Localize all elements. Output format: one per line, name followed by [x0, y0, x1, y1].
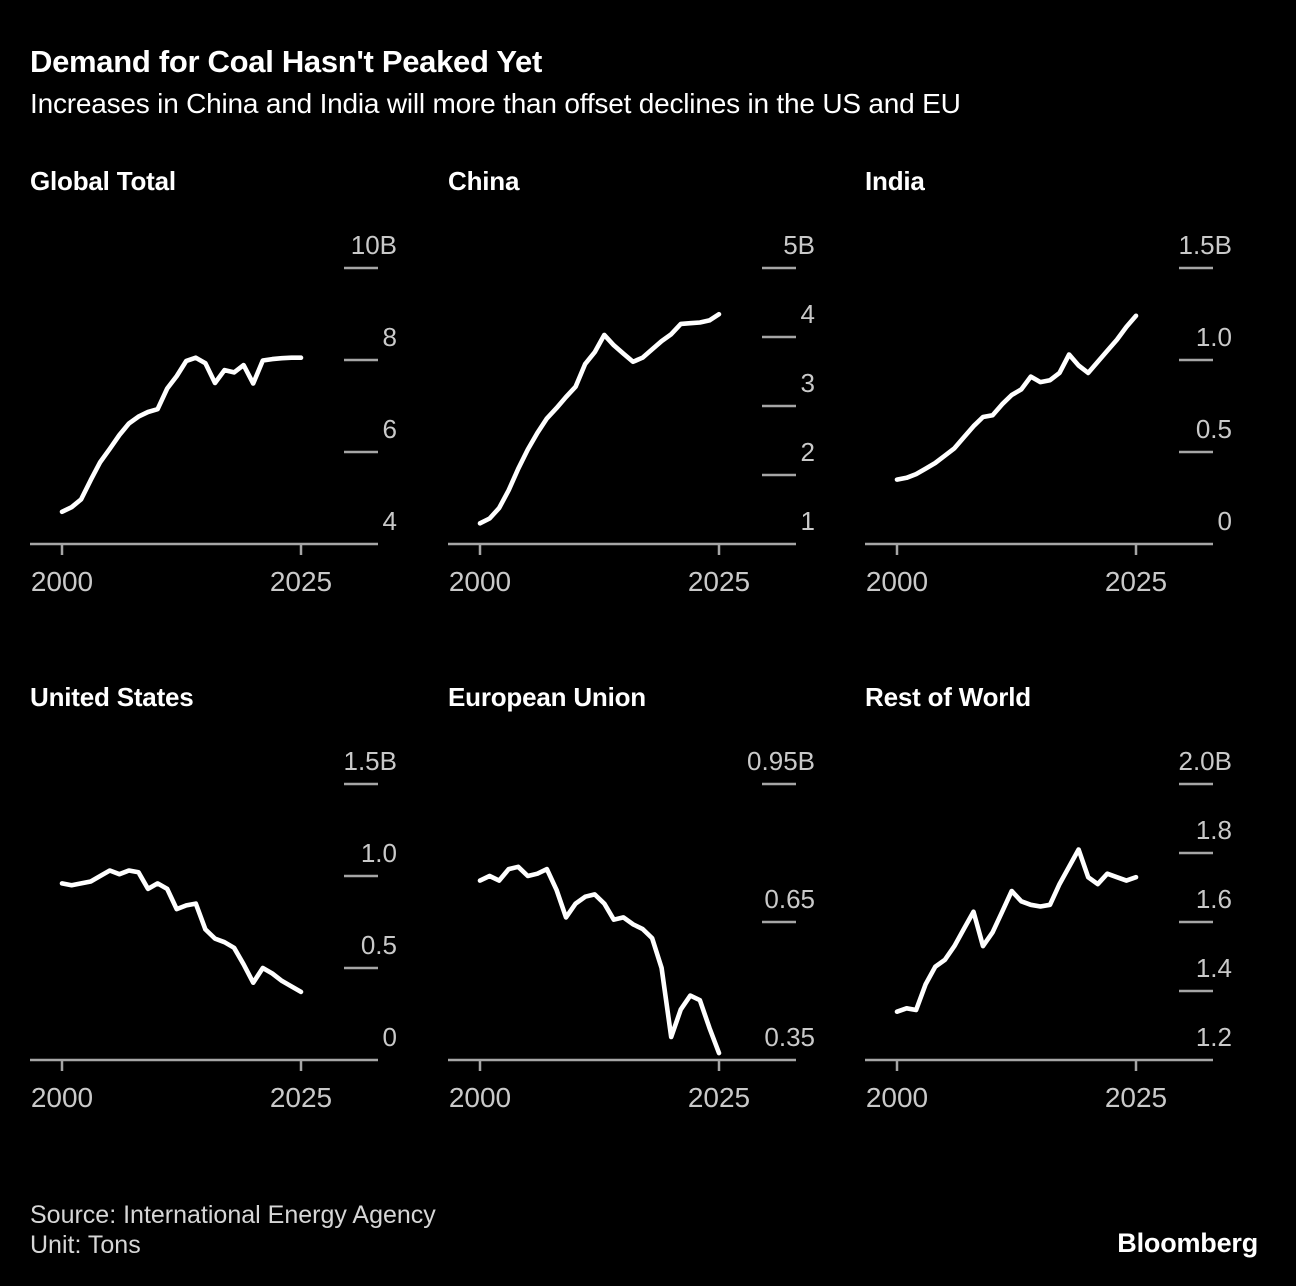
y-tick-label: 1.5B [344, 746, 398, 776]
y-tick-label: 1.0 [361, 838, 397, 868]
y-tick-label: 0.5 [1196, 414, 1232, 444]
x-tick-label: 2025 [688, 1082, 750, 1113]
data-line [894, 847, 1139, 1015]
y-tick-label: 10B [351, 230, 397, 260]
y-tick-label: 0 [383, 1022, 397, 1052]
panel-rest-of-world: Rest of World 2000 2025 2.0B 1.8 1.6 1.4 1.2 [865, 682, 1235, 1132]
panel-title: China [448, 166, 520, 196]
line-chart-rest-of-world: 2000 2025 2.0B 1.8 1.6 1.4 1.2 [865, 746, 1233, 1113]
panel-title: Global Total [30, 166, 176, 196]
line-chart-european-union: 2000 2025 0.95B 0.65 0.35 [448, 746, 815, 1113]
panel-title: Rest of World [865, 682, 1031, 712]
y-tick-label: 4 [383, 506, 397, 536]
data-line [477, 864, 722, 1056]
y-tick-label: 1.5B [1179, 230, 1233, 260]
line-chart-global-total: 2000 2025 10B 8 6 4 [30, 230, 397, 597]
data-line [477, 311, 722, 526]
y-tick-label: 1 [801, 506, 815, 536]
y-tick-label: 1.0 [1196, 322, 1232, 352]
y-tick-label: 1.2 [1196, 1022, 1232, 1052]
x-tick-label: 2025 [688, 566, 750, 597]
line-chart-united-states: 2000 2025 1.5B 1.0 0.5 0 [30, 746, 398, 1113]
x-tick-label: 2025 [270, 566, 332, 597]
panel-global-total: Global Total 2000 2025 10B 8 6 4 [30, 166, 400, 616]
page-subtitle: Increases in China and India will more t… [30, 88, 961, 119]
data-line [894, 313, 1139, 482]
x-tick-label: 2000 [449, 566, 511, 597]
y-tick-label: 4 [801, 299, 815, 329]
bloomberg-logo: Bloomberg [1117, 1228, 1258, 1258]
y-tick-label: 0 [1218, 506, 1232, 536]
footer: Source: International Energy Agency Unit… [30, 1200, 436, 1260]
x-tick-label: 2025 [270, 1082, 332, 1113]
data-line [59, 355, 304, 515]
y-tick-label: 3 [801, 368, 815, 398]
x-tick-label: 2000 [31, 566, 93, 597]
y-tick-label: 6 [383, 414, 397, 444]
y-tick-label: 1.6 [1196, 884, 1232, 914]
panel-india: India 2000 2025 1.5B 1.0 0.5 0 [865, 166, 1235, 616]
y-tick-label: 0.95B [747, 746, 815, 776]
y-tick-label: 0.5 [361, 930, 397, 960]
x-tick-label: 2025 [1105, 1082, 1167, 1113]
panel-title: European Union [448, 682, 646, 712]
line-chart-india: 2000 2025 1.5B 1.0 0.5 0 [865, 230, 1233, 597]
page-title: Demand for Coal Hasn't Peaked Yet [30, 44, 543, 79]
panel-title: India [865, 166, 925, 196]
panel-china: China 2000 2025 5B 4 3 2 1 [448, 166, 818, 616]
x-tick-label: 2000 [31, 1082, 93, 1113]
y-tick-label: 0.65 [764, 884, 815, 914]
unit-note: Unit: Tons [30, 1231, 141, 1259]
y-tick-label: 8 [383, 322, 397, 352]
x-tick-label: 2025 [1105, 566, 1167, 597]
x-tick-label: 2000 [866, 1082, 928, 1113]
panel-european-union: European Union 2000 2025 0.95B 0.65 0.35 [448, 682, 818, 1132]
y-tick-label: 1.8 [1196, 815, 1232, 845]
panel-title: United States [30, 682, 194, 712]
panel-united-states: United States 2000 2025 1.5B 1.0 0.5 0 [30, 682, 400, 1132]
x-tick-label: 2000 [866, 566, 928, 597]
source-note: Source: International Energy Agency [30, 1201, 436, 1229]
line-chart-china: 2000 2025 5B 4 3 2 1 [448, 230, 815, 597]
x-tick-label: 2000 [449, 1082, 511, 1113]
y-tick-label: 5B [783, 230, 815, 260]
y-tick-label: 0.35 [764, 1022, 815, 1052]
y-tick-label: 2 [801, 437, 815, 467]
y-tick-label: 1.4 [1196, 953, 1232, 983]
y-tick-label: 2.0B [1179, 746, 1233, 776]
data-line [59, 868, 304, 995]
